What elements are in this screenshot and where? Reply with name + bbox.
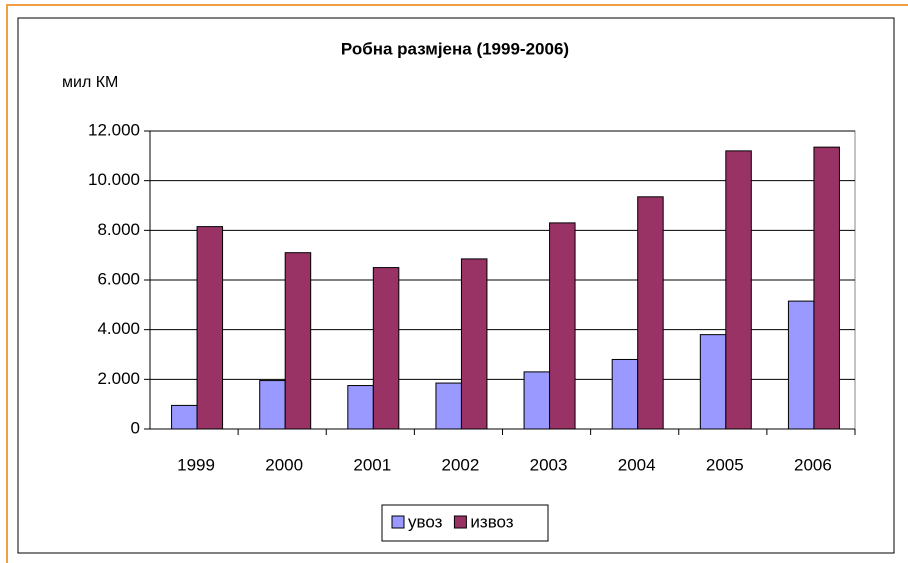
legend-label: увоз — [408, 512, 443, 531]
bar — [637, 196, 664, 430]
y-tick-label: 10.000 — [88, 170, 140, 189]
x-tick-label: 2002 — [442, 455, 480, 474]
x-tick-label: 2006 — [794, 455, 832, 474]
x-tick-label: 2003 — [530, 455, 568, 474]
bar — [372, 267, 400, 430]
bar — [699, 334, 727, 430]
y-tick-label: 8.000 — [97, 220, 140, 239]
x-tick-label: 1999 — [177, 455, 215, 474]
y-tick-label: 6.000 — [97, 269, 140, 288]
y-tick-label: 0 — [131, 418, 140, 437]
y-tick-label: 12.000 — [88, 120, 140, 139]
bar — [787, 300, 815, 430]
x-tick-label: 2000 — [265, 455, 303, 474]
bar — [549, 222, 576, 430]
bar — [460, 258, 488, 430]
bar — [196, 226, 224, 430]
chart-title: Робна размјена (1999-2006) — [341, 39, 569, 58]
legend-label: извоз — [470, 512, 513, 531]
bar — [347, 385, 374, 430]
x-tick-label: 2001 — [353, 455, 391, 474]
x-tick-label: 2005 — [706, 455, 744, 474]
y-tick-label: 2.000 — [97, 369, 140, 388]
y-tick-label: 4.000 — [97, 319, 140, 338]
legend-swatch — [453, 515, 467, 529]
bar — [611, 358, 639, 430]
bar — [259, 380, 286, 430]
legend-swatch — [391, 515, 405, 529]
bar — [725, 150, 752, 430]
bar — [435, 382, 462, 430]
x-tick-label: 2004 — [618, 455, 656, 474]
y-axis-label: мил КМ — [62, 74, 118, 91]
bar — [171, 404, 198, 430]
bar — [284, 252, 312, 430]
chart-border — [17, 17, 895, 554]
bar — [523, 371, 551, 430]
bar — [813, 146, 840, 430]
